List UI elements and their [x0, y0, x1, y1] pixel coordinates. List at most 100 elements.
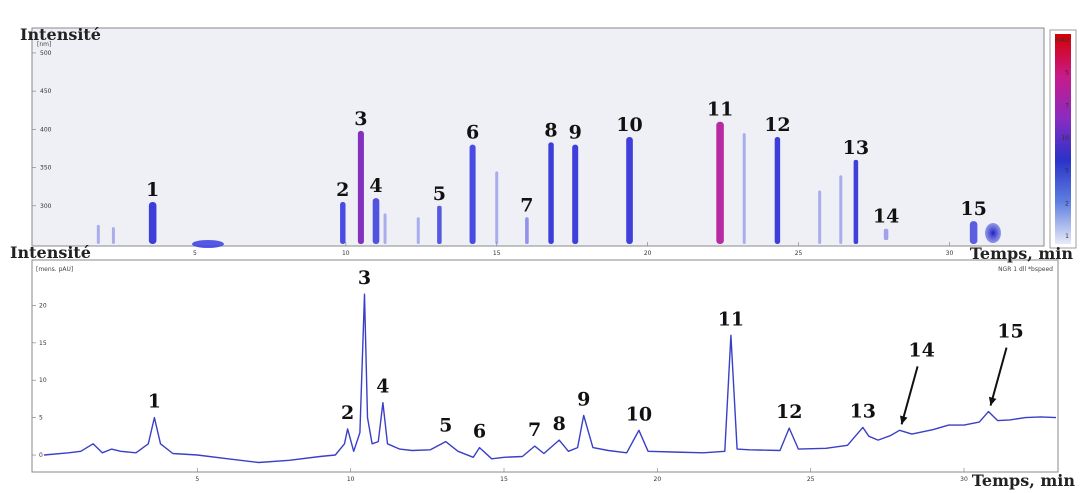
- chromatogram-peak-label: 3: [358, 267, 371, 289]
- contour-peak-label: 3: [354, 108, 367, 130]
- contour-peak-label: 1: [146, 179, 159, 201]
- contour-x-tick-label: 30: [946, 250, 954, 257]
- contour-peak-label: 6: [466, 122, 479, 144]
- contour-peak-band: [340, 201, 346, 244]
- contour-x-tick-label: 10: [342, 250, 350, 257]
- contour-peak-band: [969, 221, 978, 244]
- contour-minor-band: [839, 175, 843, 244]
- colorbar-tick-label: 5: [1065, 70, 1069, 77]
- contour-y-tick-label: 450: [40, 88, 52, 95]
- contour-peak-band: [525, 217, 529, 244]
- contour-peak-band: [626, 137, 633, 244]
- contour-peak-label: 11: [707, 99, 733, 121]
- bottom-x-axis-title: Temps, min: [972, 471, 1076, 490]
- colorbar: [1055, 34, 1071, 244]
- colorbar-tick-label: 10: [1061, 135, 1069, 142]
- colorbar-tick-label: 2: [1065, 200, 1069, 207]
- contour-x-tick-label: 5: [193, 250, 197, 257]
- colorbar-tick-label: mAU: [1055, 37, 1069, 44]
- contour-minor-band: [96, 224, 100, 244]
- chromatogram-y-tick-label: 15: [39, 340, 47, 347]
- colorbar-tick-label: 7: [1065, 102, 1069, 109]
- chromatogram-peak-label: 1: [148, 391, 161, 413]
- contour-peak-label: 7: [520, 194, 533, 216]
- peak-arrow-head: [899, 415, 908, 425]
- contour-blob-early: [192, 240, 224, 248]
- contour-peak-band: [372, 198, 380, 244]
- chromatogram-peak-label: 5: [439, 415, 452, 437]
- chromatogram-peak-label: 12: [776, 401, 802, 423]
- chromatogram-x-tick-label: 5: [195, 476, 199, 483]
- chromatogram-peak-label: 9: [577, 388, 590, 410]
- chromatogram-peak-label: 10: [626, 403, 652, 425]
- contour-minor-band: [495, 171, 499, 244]
- chromatogram-trace: [43, 293, 1057, 464]
- chromatogram-y-axis-unit: [mens. pAU]: [36, 266, 73, 273]
- chromatogram-y-tick-label: 20: [39, 302, 47, 309]
- contour-peak-label: 13: [843, 137, 869, 159]
- chromatogram-x-tick-label: 20: [654, 476, 662, 483]
- chromatogram-y-tick-label: 10: [39, 377, 47, 384]
- contour-peak-band: [572, 144, 579, 244]
- chromatogram-peak-label: 2: [341, 402, 354, 424]
- chromatogram-peak-label: 8: [553, 413, 566, 435]
- colorbar-tick-label: 5: [1065, 168, 1069, 175]
- chromatogram-x-tick-label: 30: [960, 476, 968, 483]
- contour-plot-area: [31, 27, 1045, 247]
- chromatogram-peak-label: 14: [908, 339, 934, 361]
- contour-peak-band: [774, 137, 781, 244]
- contour-peak-label: 5: [433, 183, 446, 205]
- contour-peak-band: [883, 228, 889, 241]
- contour-y-tick-label: 500: [40, 50, 52, 57]
- chromatogram-note: NGR 1 dll *bspeed: [998, 266, 1053, 273]
- chromatogram-x-tick-label: 15: [500, 476, 508, 483]
- contour-peak-label: 8: [544, 119, 557, 141]
- chromatogram-x-tick-label: 25: [807, 476, 815, 483]
- contour-peak-label: 15: [960, 198, 986, 220]
- contour-y-tick-label: 300: [40, 203, 52, 210]
- contour-minor-band: [383, 213, 387, 244]
- chromatogram-plot-area: [31, 259, 1059, 473]
- contour-blob-late: [985, 223, 1001, 243]
- top-x-axis-title: Temps, min: [970, 244, 1074, 263]
- chromatogram-peak-label: 15: [997, 321, 1023, 343]
- contour-peak-band: [548, 142, 554, 244]
- chromatogram-x-tick-label: 10: [347, 476, 355, 483]
- contour-peak-bands: [96, 121, 978, 244]
- contour-minor-band: [818, 190, 822, 244]
- chromatogram-peak-label: 4: [376, 376, 389, 398]
- chromatogram-peak-label: 7: [528, 419, 541, 441]
- contour-peak-label: 14: [873, 206, 899, 228]
- colorbar-tick-label: 1: [1065, 233, 1069, 240]
- contour-peak-band: [853, 159, 859, 244]
- chromatogram-peak-label: 13: [850, 400, 876, 422]
- contour-peak-label: 9: [569, 122, 582, 144]
- peak-arrow-shaft: [989, 347, 1008, 406]
- contour-peak-label: 10: [616, 114, 642, 136]
- contour-x-tick-label: 25: [795, 250, 803, 257]
- chromatogram-y-tick-label: 5: [39, 415, 43, 422]
- contour-peak-band: [357, 130, 364, 244]
- contour-y-axis-unit: [nm]: [37, 41, 51, 48]
- contour-peak-band: [148, 201, 157, 244]
- chromatogram-y-axis-title: Intensité: [10, 243, 91, 262]
- contour-minor-band: [416, 217, 420, 244]
- contour-peak-band: [469, 144, 476, 244]
- chromatogram-peak-label: 11: [718, 308, 744, 330]
- contour-y-tick-label: 350: [40, 165, 52, 172]
- contour-peak-label: 4: [369, 175, 382, 197]
- peak-arrow-shaft: [900, 366, 919, 425]
- contour-y-axis-title: Intensité: [20, 25, 101, 44]
- contour-minor-band: [111, 227, 115, 244]
- peak-arrows: [899, 347, 1008, 425]
- chromatogram-peak-label: 6: [473, 421, 486, 443]
- peak-arrow-head: [988, 396, 997, 406]
- contour-x-tick-label: 20: [644, 250, 652, 257]
